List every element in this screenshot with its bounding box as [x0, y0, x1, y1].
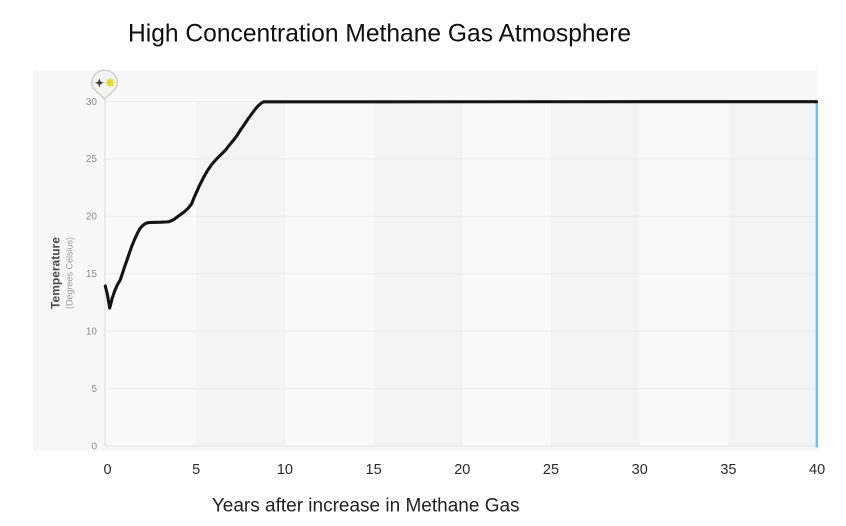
svg-text:20: 20 [454, 462, 470, 478]
svg-text:Years after increase in Methan: Years after increase in Methane Gas [212, 496, 520, 517]
svg-text:15: 15 [366, 462, 382, 478]
svg-text:0: 0 [91, 441, 97, 452]
svg-text:25: 25 [86, 154, 98, 165]
svg-text:(Degrees Celsius): (Degrees Celsius) [64, 237, 74, 309]
svg-text:35: 35 [720, 462, 736, 478]
svg-text:30: 30 [632, 462, 648, 478]
svg-text:Temperature: Temperature [49, 237, 63, 309]
svg-text:0: 0 [103, 462, 111, 478]
svg-text:25: 25 [543, 462, 559, 478]
svg-text:30: 30 [86, 97, 98, 108]
svg-text:10: 10 [277, 462, 293, 478]
svg-text:High Concentration Methane Gas: High Concentration Methane Gas Atmospher… [128, 21, 631, 48]
svg-text:20: 20 [86, 212, 98, 223]
svg-text:10: 10 [86, 327, 98, 338]
svg-text:40: 40 [809, 462, 825, 478]
svg-text:15: 15 [86, 269, 98, 280]
svg-text:5: 5 [192, 462, 200, 478]
svg-text:5: 5 [91, 384, 97, 395]
